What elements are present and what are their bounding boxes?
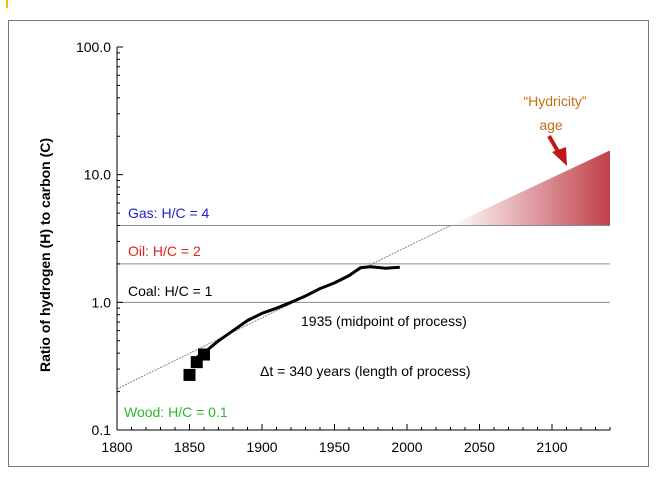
duration-annotation: Δt = 340 years (length of process) bbox=[260, 363, 471, 379]
y-axis-label: Ratio of hydrogen (H) to carbon (C) bbox=[37, 138, 53, 372]
hydricity-age-label: age bbox=[539, 117, 563, 133]
y-tick-label: 10.0 bbox=[84, 167, 111, 183]
x-tick-label: 1850 bbox=[174, 439, 205, 455]
data-marker-0 bbox=[184, 369, 196, 381]
coal-label: Coal: H/C = 1 bbox=[128, 283, 213, 299]
chart-border bbox=[9, 21, 649, 467]
x-tick-label: 1950 bbox=[319, 439, 350, 455]
oil-label: Oil: H/C = 2 bbox=[128, 243, 201, 259]
y-tick-label: 1.0 bbox=[92, 294, 112, 310]
x-tick-label: 2100 bbox=[536, 439, 567, 455]
x-tick-label: 1900 bbox=[246, 439, 277, 455]
midpoint-annotation: 1935 (midpoint of process) bbox=[301, 313, 467, 329]
y-tick-label: 0.1 bbox=[92, 422, 112, 438]
x-tick-label: 1800 bbox=[101, 439, 132, 455]
y-tick-label: 100.0 bbox=[76, 39, 111, 55]
hydricity-arrow bbox=[549, 136, 567, 166]
data-marker-2 bbox=[198, 349, 210, 361]
hydricity-region bbox=[451, 150, 611, 225]
x-tick-label: 2000 bbox=[391, 439, 422, 455]
hydricity-label: “Hydricity” bbox=[524, 93, 587, 109]
x-tick-label: 2050 bbox=[464, 439, 495, 455]
gas-label: Gas: H/C = 4 bbox=[128, 205, 210, 221]
wood-label: Wood: H/C = 0.1 bbox=[124, 404, 228, 420]
